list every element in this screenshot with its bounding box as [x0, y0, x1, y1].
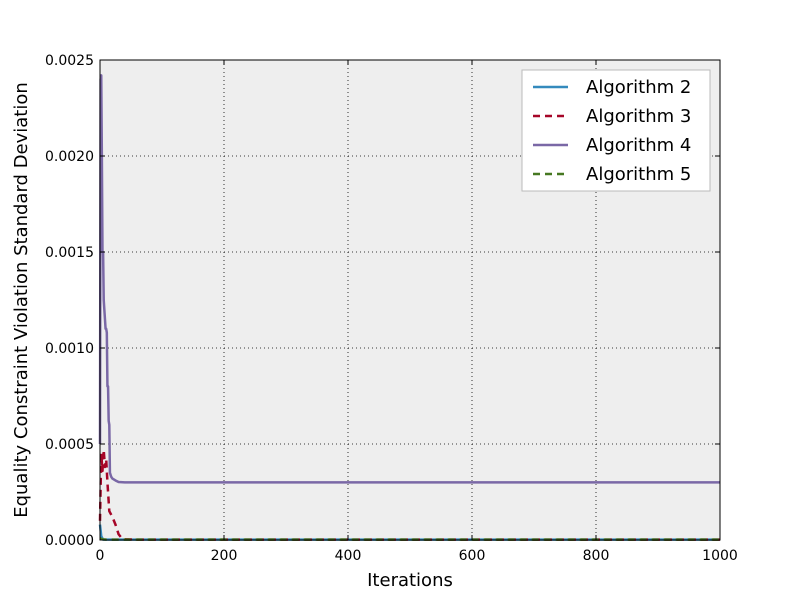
legend-label-1: Algorithm 2 [586, 77, 691, 98]
x-tick-label: 1000 [702, 548, 738, 564]
legend-label-3: Algorithm 4 [586, 135, 691, 156]
x-tick-label: 600 [459, 548, 486, 564]
legend: Algorithm 2 Algorithm 3 Algorithm 4 Algorit… [521, 69, 711, 192]
y-tick-label: 0.0025 [45, 53, 94, 69]
x-tick-label: 800 [583, 548, 610, 564]
y-tick-label: 0.0000 [45, 533, 94, 549]
axis-ticks [99, 59, 721, 541]
y-tick-label: 0.0015 [45, 245, 94, 261]
series-line-4 [99, 537, 720, 541]
x-axis-label: Iterations [367, 570, 453, 591]
y-tick-label: 0.0005 [45, 437, 94, 453]
y-tick-labels: 0.0000 0.0005 0.0010 0.0015 0.0020 0.0025 [45, 53, 94, 549]
y-tick-label: 0.0020 [45, 149, 94, 165]
plot-frame [99, 59, 721, 541]
y-tick-label: 0.0010 [45, 341, 94, 357]
x-tick-label: 200 [211, 548, 238, 564]
x-tick-label: 400 [335, 548, 362, 564]
x-tick-labels: 0 200 400 600 800 1000 [96, 548, 738, 564]
y-axis-label: Equality Constraint Violation Standard D… [11, 82, 32, 518]
series-line-2 [98, 448, 720, 541]
legend-label-4: Algorithm 5 [586, 164, 691, 185]
legend-label-2: Algorithm 3 [586, 106, 691, 127]
legend-box [521, 69, 711, 192]
x-tick-label: 0 [96, 548, 105, 564]
